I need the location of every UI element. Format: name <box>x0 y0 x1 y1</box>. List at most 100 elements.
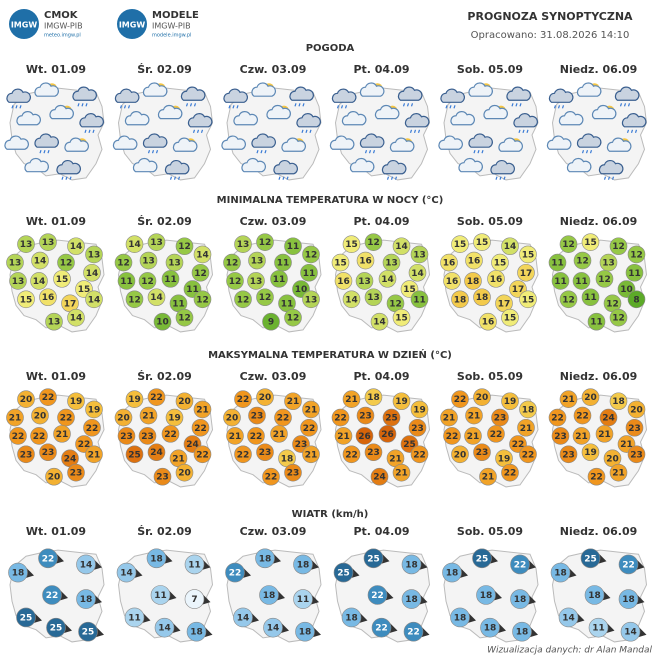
wind-marker <box>363 548 384 569</box>
temp-marker <box>559 235 578 253</box>
wind-value: 22 <box>514 560 527 570</box>
temp-marker <box>331 408 350 427</box>
day-label: Pt. 04.09 <box>353 525 409 538</box>
temp-marker <box>6 408 24 427</box>
temp-value: 22 <box>334 414 347 424</box>
rain-drop <box>406 103 410 107</box>
temp-value: 12 <box>128 295 141 305</box>
temp-value: 12 <box>612 242 625 252</box>
cloud-icon <box>56 159 81 175</box>
rain-drop <box>623 103 627 107</box>
temp-marker <box>138 427 157 445</box>
temp-value: 23 <box>628 424 641 434</box>
wind-marker <box>580 548 601 569</box>
temp-marker <box>479 312 497 331</box>
cloud-icon <box>251 133 276 148</box>
logo: IMGW MODELE IMGW-PIB modele.imgw.pl <box>117 9 199 39</box>
temp-marker <box>147 288 166 307</box>
temp-value: 12 <box>259 238 272 248</box>
temp-value: 15 <box>476 238 489 248</box>
wind-marker <box>46 617 66 638</box>
rain-drop <box>607 176 611 180</box>
day-label: Czw. 03.09 <box>240 370 307 383</box>
day-label: Niedz. 06.09 <box>560 370 638 383</box>
temp-marker <box>83 418 101 437</box>
rain-drop <box>81 103 84 107</box>
cloud-icon <box>24 157 49 173</box>
temp-value: 20 <box>48 473 61 483</box>
temp-marker <box>595 425 614 443</box>
rain-drop <box>302 103 305 107</box>
temp-value: 23 <box>287 469 300 479</box>
cloud-icon <box>72 86 97 101</box>
temp-marker <box>125 235 144 253</box>
rain-drop <box>495 176 498 180</box>
rain-drop <box>123 105 127 109</box>
temp-value: 16 <box>468 257 481 267</box>
temp-marker <box>392 308 411 327</box>
temp-marker <box>247 272 265 290</box>
rain-drop <box>196 129 200 133</box>
wind-marker <box>293 589 313 609</box>
temp-value: 12 <box>141 277 154 287</box>
temp-marker <box>226 427 244 445</box>
cloud-icon <box>112 135 138 150</box>
wind-value: 25 <box>337 569 350 579</box>
temp-marker <box>479 467 497 486</box>
temp-value: 14 <box>345 295 358 305</box>
rain-drop <box>147 150 151 154</box>
cloud-icon <box>548 88 574 103</box>
temp-marker <box>234 290 252 309</box>
temp-value: 22 <box>590 473 603 483</box>
temp-marker <box>519 445 537 464</box>
wind-marker <box>295 621 315 642</box>
temp-value: 12 <box>287 314 300 324</box>
rain-drop <box>286 176 289 180</box>
temp-value: 14 <box>395 242 408 252</box>
wind-value: 14 <box>237 613 250 623</box>
temp-marker <box>625 263 644 282</box>
wind-value: 11 <box>128 613 141 623</box>
day-map: Wt. 01.09 <box>4 63 105 181</box>
temp-marker <box>501 308 519 327</box>
temp-marker <box>473 388 491 406</box>
rain-drop <box>619 103 623 107</box>
temp-value: 11 <box>281 299 294 309</box>
wind-marker <box>263 617 283 638</box>
section-title: POGODA <box>306 43 355 54</box>
temp-value: 20 <box>226 414 239 424</box>
temp-marker <box>559 390 578 409</box>
cloud-icon <box>606 137 632 152</box>
wind-marker <box>38 548 58 569</box>
logo-badge-text: IMGW <box>11 21 38 30</box>
cloud-icon <box>241 157 266 173</box>
wind-value: 18 <box>405 560 418 570</box>
temp-value: 15 <box>345 240 358 250</box>
temp-marker <box>609 308 628 327</box>
temp-marker <box>587 312 606 331</box>
rain-drop <box>228 105 231 109</box>
temp-marker <box>451 290 469 309</box>
rain-drop <box>519 103 522 107</box>
temp-marker <box>147 388 166 406</box>
temp-value: 19 <box>128 395 141 405</box>
temp-value: 18 <box>367 393 380 403</box>
rain-drop <box>39 150 42 154</box>
temp-value: 22 <box>12 432 25 442</box>
temp-marker <box>17 290 35 309</box>
rain-drop <box>151 150 155 154</box>
temp-value: 22 <box>490 430 503 440</box>
cloud-icon <box>598 159 624 175</box>
temp-marker <box>256 288 274 307</box>
temp-value: 14 <box>70 242 83 252</box>
temp-value: 14 <box>86 269 99 279</box>
wind-value: 22 <box>42 554 55 564</box>
wind-marker <box>76 554 96 575</box>
cloud-icon <box>142 133 168 148</box>
temp-marker <box>223 408 241 427</box>
rain-drop <box>85 103 88 107</box>
cloud-icon <box>273 159 298 175</box>
rain-drop <box>511 103 514 107</box>
